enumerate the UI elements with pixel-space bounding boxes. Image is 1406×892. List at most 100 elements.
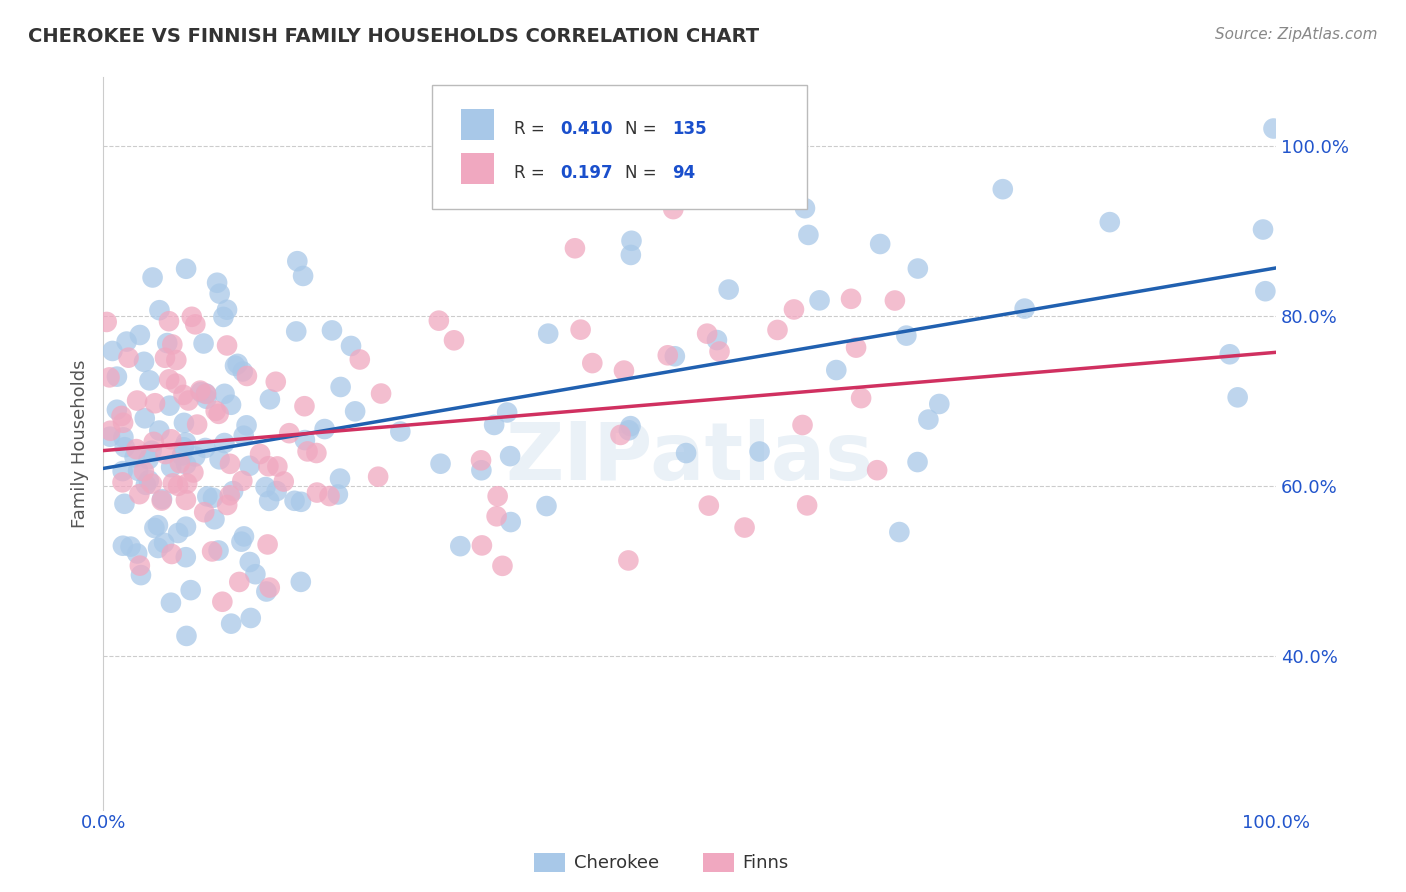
Point bbox=[146, 541, 169, 555]
Point bbox=[218, 488, 240, 502]
Point bbox=[259, 581, 281, 595]
Point bbox=[1226, 390, 1249, 404]
Point bbox=[188, 384, 211, 398]
Point bbox=[211, 595, 233, 609]
Point bbox=[128, 328, 150, 343]
Point bbox=[180, 310, 202, 324]
Point bbox=[219, 398, 242, 412]
Point bbox=[105, 369, 128, 384]
Point bbox=[613, 363, 636, 377]
Point bbox=[170, 449, 193, 463]
Point bbox=[117, 351, 139, 365]
Point bbox=[482, 417, 505, 432]
Point bbox=[160, 547, 183, 561]
Point bbox=[470, 453, 492, 467]
Point bbox=[157, 314, 180, 328]
Point bbox=[167, 479, 190, 493]
Point bbox=[173, 388, 195, 402]
FancyBboxPatch shape bbox=[461, 109, 494, 140]
Point bbox=[112, 430, 135, 444]
Point bbox=[581, 356, 603, 370]
Point bbox=[845, 341, 868, 355]
Point bbox=[159, 399, 181, 413]
Point bbox=[193, 336, 215, 351]
Point bbox=[204, 512, 226, 526]
Point bbox=[367, 469, 389, 483]
Point bbox=[794, 201, 817, 215]
Point bbox=[907, 261, 929, 276]
Point bbox=[138, 373, 160, 387]
Point bbox=[169, 456, 191, 470]
Point bbox=[696, 326, 718, 341]
Point bbox=[1014, 301, 1036, 316]
Point bbox=[141, 476, 163, 491]
Point bbox=[917, 412, 939, 426]
Point bbox=[620, 234, 643, 248]
Point bbox=[111, 539, 134, 553]
Point bbox=[297, 444, 319, 458]
Point bbox=[305, 446, 328, 460]
Point bbox=[157, 372, 180, 386]
Point bbox=[115, 334, 138, 349]
Point bbox=[150, 492, 173, 507]
Point bbox=[148, 424, 170, 438]
Point bbox=[208, 452, 231, 467]
Text: CHEROKEE VS FINNISH FAMILY HOUSEHOLDS CORRELATION CHART: CHEROKEE VS FINNISH FAMILY HOUSEHOLDS CO… bbox=[28, 27, 759, 45]
Point bbox=[215, 302, 238, 317]
Text: N =: N = bbox=[626, 120, 662, 137]
Point bbox=[153, 351, 176, 365]
Point bbox=[471, 538, 494, 552]
Point bbox=[675, 446, 697, 460]
Point bbox=[125, 442, 148, 456]
Point bbox=[207, 543, 229, 558]
Point bbox=[266, 484, 288, 499]
Point bbox=[537, 326, 560, 341]
Point bbox=[329, 380, 352, 394]
Point bbox=[195, 489, 218, 503]
Point bbox=[165, 353, 187, 368]
Point bbox=[128, 558, 150, 573]
Point bbox=[184, 318, 207, 332]
Point bbox=[344, 404, 367, 418]
Point bbox=[734, 520, 756, 534]
Point bbox=[808, 293, 831, 308]
Point bbox=[174, 519, 197, 533]
Point bbox=[176, 629, 198, 643]
Point bbox=[839, 292, 862, 306]
Point bbox=[138, 452, 160, 467]
Point bbox=[127, 393, 149, 408]
Point bbox=[195, 392, 218, 406]
Point bbox=[98, 424, 121, 438]
Point bbox=[617, 423, 640, 437]
Point bbox=[155, 447, 177, 461]
Point bbox=[717, 283, 740, 297]
Point bbox=[232, 428, 254, 442]
Point bbox=[96, 315, 118, 329]
Point bbox=[449, 539, 471, 553]
Point bbox=[167, 526, 190, 541]
Text: R =: R = bbox=[513, 120, 550, 137]
Point bbox=[111, 475, 134, 490]
Text: Cherokee: Cherokee bbox=[574, 854, 659, 871]
Point bbox=[496, 405, 519, 419]
Point bbox=[195, 387, 218, 401]
Point bbox=[783, 302, 806, 317]
Point bbox=[748, 444, 770, 458]
Point bbox=[617, 553, 640, 567]
Point bbox=[134, 411, 156, 425]
Point bbox=[294, 399, 316, 413]
Point bbox=[160, 460, 183, 475]
Point bbox=[214, 386, 236, 401]
Text: Source: ZipAtlas.com: Source: ZipAtlas.com bbox=[1215, 27, 1378, 42]
Text: ZIPatlas: ZIPatlas bbox=[505, 419, 873, 497]
Point bbox=[257, 494, 280, 508]
Point bbox=[1263, 121, 1285, 136]
Point bbox=[224, 359, 246, 373]
Point bbox=[153, 535, 176, 549]
Point bbox=[264, 375, 287, 389]
Point bbox=[239, 611, 262, 625]
Point bbox=[305, 485, 328, 500]
Point bbox=[111, 464, 134, 478]
Point bbox=[290, 574, 312, 589]
Point bbox=[173, 416, 195, 430]
